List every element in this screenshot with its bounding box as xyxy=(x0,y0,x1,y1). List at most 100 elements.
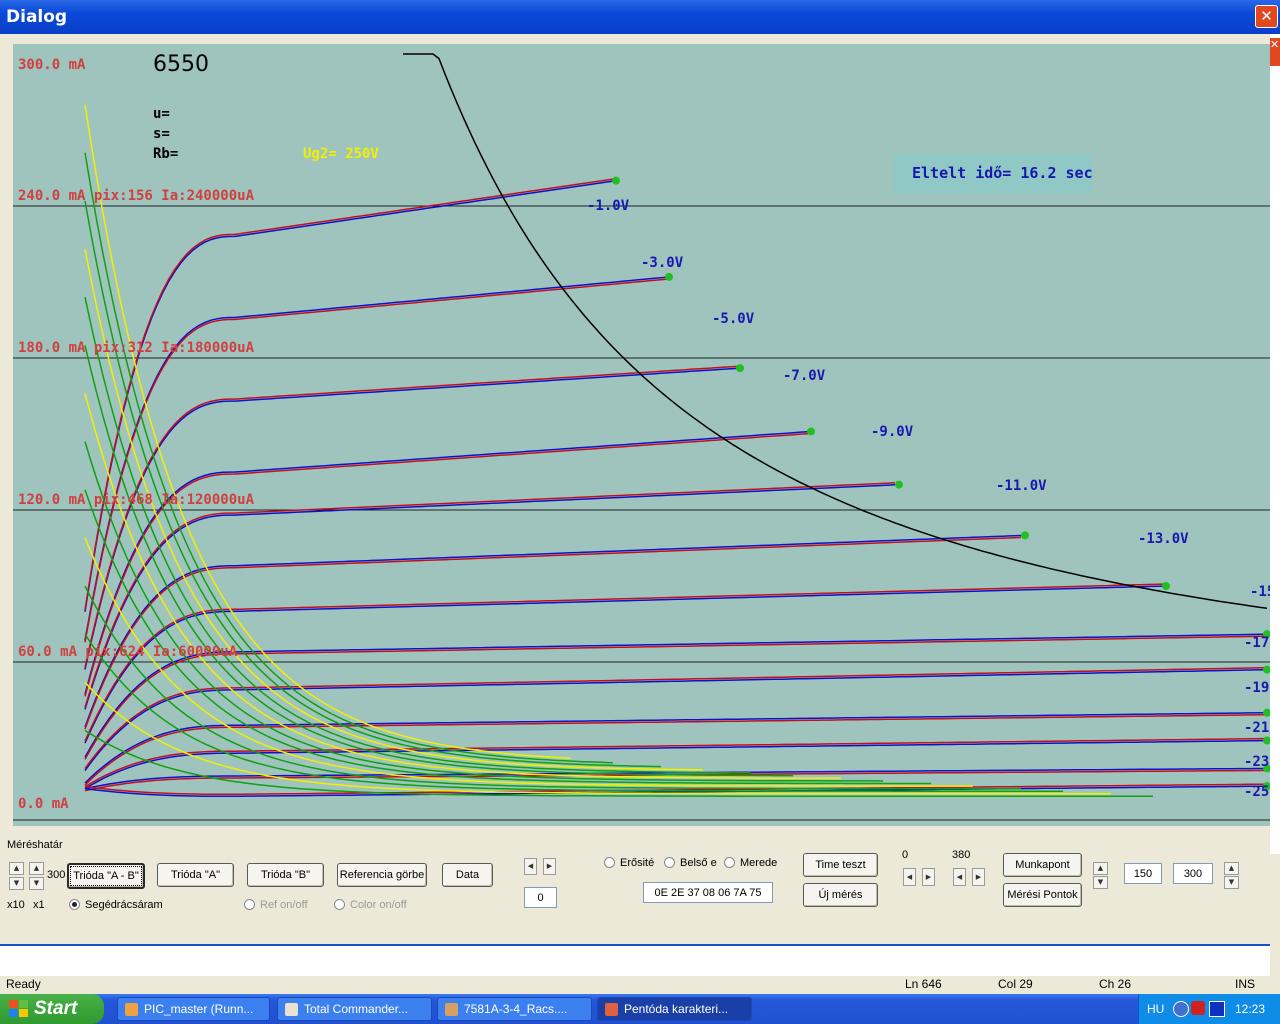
trioda-ab-button[interactable]: Trióda "A - B" xyxy=(67,863,145,889)
value-150-input[interactable]: 150 xyxy=(1124,863,1162,884)
ref-onoff-label: Ref on/off xyxy=(260,899,308,911)
munkapont-button[interactable]: Munkapont xyxy=(1003,853,1082,877)
editor-area[interactable] xyxy=(0,944,1270,978)
min-right-arrow[interactable]: ▶ xyxy=(922,868,935,886)
counter-input[interactable]: 0 xyxy=(524,887,557,908)
endpoint-marker-7 xyxy=(1263,630,1270,639)
status-ready: Ready xyxy=(6,977,41,991)
curve-label-10: -21 xyxy=(1244,720,1269,736)
max-right-arrow[interactable]: ▶ xyxy=(972,868,985,886)
ref-onoff-radio xyxy=(244,899,255,910)
trioda-b-button[interactable]: Trióda "B" xyxy=(247,863,324,887)
curve-label-4: -9.0V xyxy=(871,424,914,440)
tube-title: 6550 xyxy=(153,52,209,77)
close-button[interactable]: ✕ xyxy=(1255,5,1278,28)
curve-red-4 xyxy=(84,482,896,708)
status-col: Col 29 xyxy=(998,977,1033,991)
windows-logo-icon xyxy=(9,1000,28,1017)
task-7581a[interactable]: 7581A-3-4_Racs.... xyxy=(437,997,592,1021)
curve-label-8: -17 xyxy=(1244,635,1269,651)
range-up-spin[interactable]: ▲ xyxy=(9,862,24,875)
status-bar: Ready Ln 646 Col 29 Ch 26 INS xyxy=(0,976,1280,994)
taskbar: Start PIC_master (Runn... Total Commande… xyxy=(0,994,1280,1024)
y-label-4: 60.0 mA pix:624 Ia:60000uA xyxy=(18,644,238,660)
task-pentoda[interactable]: Pentóda karakteri... xyxy=(597,997,752,1021)
uj-meres-button[interactable]: Új mérés xyxy=(803,883,878,907)
value2-down-spin[interactable]: ▼ xyxy=(1224,876,1239,889)
screen-grid-curve-11 xyxy=(84,633,1063,792)
screen-grid-curve-0 xyxy=(84,104,572,759)
curve-blue-2 xyxy=(84,367,740,670)
curve-red-12 xyxy=(84,783,1267,796)
task-pic-master[interactable]: PIC_master (Runn... xyxy=(117,997,270,1021)
curve-label-1: -3.0V xyxy=(641,255,684,271)
start-button[interactable]: Start xyxy=(0,994,104,1024)
curve-red-7 xyxy=(84,635,1268,760)
endpoint-marker-12 xyxy=(1263,782,1270,791)
range-label: Méréshatár xyxy=(7,839,63,851)
erosites-radio[interactable] xyxy=(604,857,615,868)
system-tray: HU 12:23 xyxy=(1138,994,1280,1024)
curve-blue-3 xyxy=(84,430,812,695)
curve-blue-5 xyxy=(84,534,1022,728)
belso-radio[interactable] xyxy=(664,857,675,868)
screen-grid-curve-10 xyxy=(84,585,1021,790)
status-ch: Ch 26 xyxy=(1099,977,1132,991)
min-left-arrow[interactable]: ◀ xyxy=(903,868,916,886)
x10-label: x10 xyxy=(7,899,25,911)
referencia-gorbe-button[interactable]: Referencia görbe xyxy=(337,863,427,887)
data-button[interactable]: Data xyxy=(442,863,493,887)
screen-grid-curve-1 xyxy=(84,152,614,764)
belso-label: Belső e xyxy=(680,857,717,869)
curve-blue-10 xyxy=(84,739,1267,790)
screen-grid-curve-2 xyxy=(84,200,662,768)
trioda-a-button[interactable]: Trióda "A" xyxy=(157,863,234,887)
value1-down-spin[interactable]: ▼ xyxy=(1093,876,1108,889)
hex-value-field[interactable]: 0E 2E 37 08 06 7A 75 xyxy=(643,882,773,903)
dissipation-curve xyxy=(403,53,1268,610)
task-total-commander[interactable]: Total Commander... xyxy=(277,997,432,1021)
curve-label-0: -1.0V xyxy=(587,198,630,214)
tray-arrow-icon[interactable] xyxy=(1173,1001,1189,1017)
tube-param-1: s= xyxy=(153,126,170,142)
erosites-label: Erősité xyxy=(620,857,655,869)
range2-down-spin[interactable]: ▼ xyxy=(29,877,44,890)
value2-up-spin[interactable]: ▲ xyxy=(1224,862,1239,875)
meresi-pontok-button[interactable]: Mérési Pontok xyxy=(1003,883,1082,907)
language-indicator[interactable]: HU xyxy=(1147,1002,1165,1016)
max-left-arrow[interactable]: ◀ xyxy=(953,868,966,886)
screen-grid-curve-12 xyxy=(84,681,1111,795)
endpoint-marker-1 xyxy=(665,272,673,281)
app-icon xyxy=(445,1003,458,1016)
shield-icon[interactable] xyxy=(1191,1001,1205,1015)
curve-label-11: -23 xyxy=(1244,754,1269,770)
y-label-0: 300.0 mA xyxy=(18,57,86,73)
max-value: 380 xyxy=(952,849,971,861)
value-300-input[interactable]: 300 xyxy=(1173,863,1213,884)
value1-up-spin[interactable]: ▲ xyxy=(1093,862,1108,875)
curve-red-0 xyxy=(84,178,614,610)
tube-param-0: u= xyxy=(153,106,170,122)
curve-red-9 xyxy=(84,713,1268,786)
counter-right-arrow[interactable]: ▶ xyxy=(543,858,556,875)
time-teszt-button[interactable]: Time teszt xyxy=(803,853,878,877)
endpoint-marker-11 xyxy=(1263,764,1270,773)
segedracsaram-radio[interactable] xyxy=(69,899,80,910)
screen-grid-curve-7 xyxy=(84,441,884,782)
range2-up-spin[interactable]: ▲ xyxy=(29,862,44,875)
screen-grid-curve-5 xyxy=(84,345,793,777)
tube-param-2: Rb= xyxy=(153,146,178,162)
curve-blue-6 xyxy=(84,585,1166,744)
curve-label-12: -25 xyxy=(1244,784,1269,800)
y-label-1: 240.0 mA pix:156 Ia:240000uA xyxy=(18,188,255,204)
close-icon[interactable]: ✕ xyxy=(1270,38,1280,66)
app-icon xyxy=(605,1003,618,1016)
ug2-label: Ug2= 250V xyxy=(303,146,379,162)
x1-label: x1 xyxy=(33,899,45,911)
counter-left-arrow[interactable]: ◀ xyxy=(524,858,537,875)
range-down-spin[interactable]: ▼ xyxy=(9,877,24,890)
media-icon[interactable] xyxy=(1209,1001,1225,1017)
meredek-radio[interactable] xyxy=(724,857,735,868)
curve-red-3 xyxy=(84,432,812,697)
curve-label-5: -11.0V xyxy=(996,478,1047,494)
